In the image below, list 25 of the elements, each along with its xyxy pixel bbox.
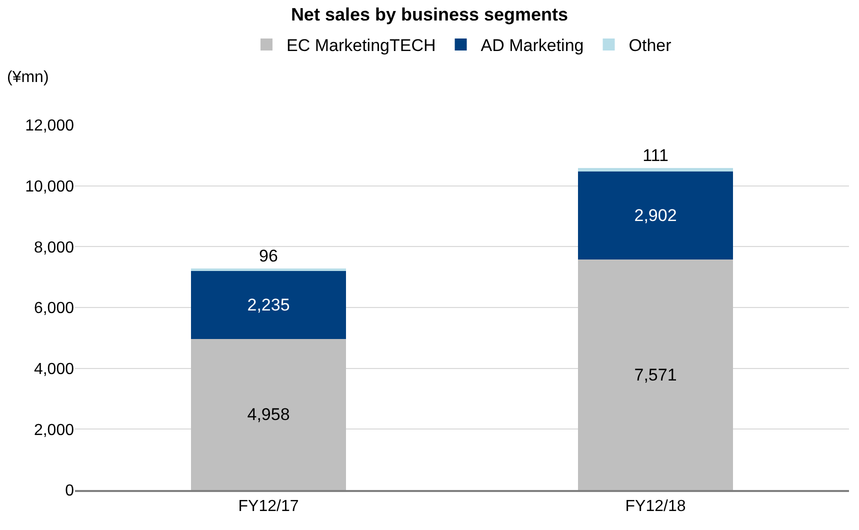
y-axis-title: (¥mn) [7, 69, 49, 86]
data-label: 111 [642, 146, 668, 166]
bar [578, 260, 733, 490]
legend-label: EC MarketingTECH [286, 36, 436, 56]
legend-label: Other [628, 36, 672, 56]
chart-title: Net sales by business segments [290, 4, 568, 25]
x-tick-label: FY12/18 [625, 498, 686, 516]
data-label: 2,235 [247, 296, 290, 315]
data-label: 96 [259, 246, 278, 266]
bar [191, 339, 346, 490]
data-label: 7,571 [634, 365, 677, 384]
bar [578, 171, 733, 260]
y-tick-label: 12,000 [25, 118, 74, 135]
x-tick-label: FY12/17 [238, 498, 299, 516]
legend-label: AD Marketing [480, 36, 584, 56]
y-tick-label: 8,000 [34, 239, 74, 256]
y-tick-label: 6,000 [34, 300, 74, 318]
y-tick-label: 2,000 [34, 422, 74, 439]
y-tick-label: 4,000 [34, 360, 74, 378]
bar [578, 168, 733, 172]
data-label: 4,958 [247, 405, 290, 424]
y-tick-label: 10,000 [25, 178, 74, 196]
y-tick-label: 0 [65, 482, 74, 500]
data-label: 2,902 [634, 206, 677, 226]
bar [191, 271, 346, 340]
